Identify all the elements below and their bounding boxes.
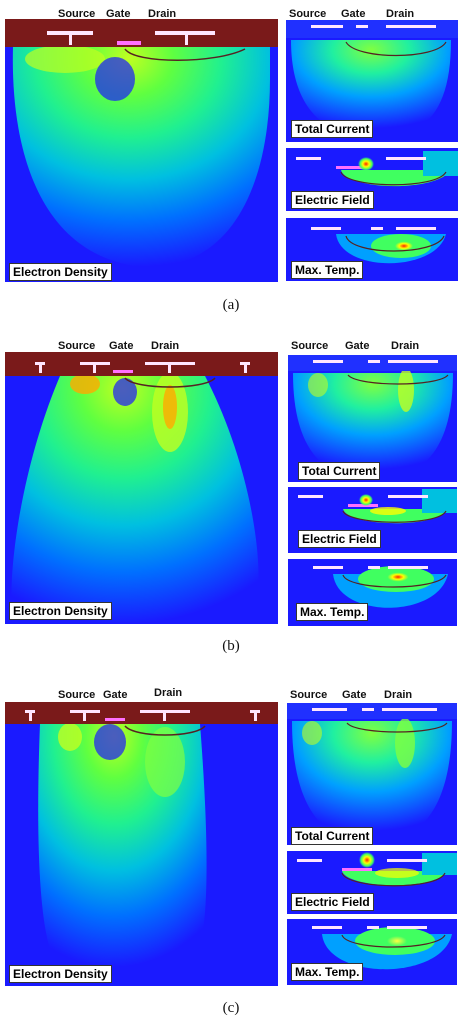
electron-density-panel-b: Electron Density [5,352,278,624]
electron-density-tag-a: Electron Density [9,263,112,281]
max-temp-panel-c: Max. Temp. [287,919,457,985]
drain-label-a: Drain [148,8,177,20]
caption-c: (c) [222,1000,240,1016]
drain-label-b-right: Drain [391,340,420,352]
gate-label-a: Gate [106,8,131,20]
electric-field-tag-c: Electric Field [291,893,374,911]
electric-field-panel-b: Electric Field [288,487,457,553]
electron-density-tag-b: Electron Density [9,602,112,620]
electric-field-tag-a: Electric Field [291,191,374,209]
max-temp-panel-a: Max. Temp. [286,218,458,281]
drain-label-a-right: Drain [386,8,415,20]
caption-b: (b) [222,638,240,654]
source-label-b: Source [58,340,96,352]
total-current-panel-b: Total Current [288,355,457,482]
electric-field-tag-b: Electric Field [298,530,381,548]
total-current-panel-a: Total Current [286,20,458,142]
gate-label-c: Gate [103,689,128,701]
drain-label-c: Drain [154,687,183,699]
max-temp-tag-c: Max. Temp. [291,963,364,981]
drain-label-c-right: Drain [384,689,413,701]
gate-label-b: Gate [109,340,134,352]
total-current-tag-c: Total Current [291,827,374,845]
source-label-a-right: Source [289,8,327,20]
total-current-tag-b: Total Current [298,462,381,480]
drain-label-b: Drain [151,340,180,352]
electron-density-panel-a: Electron Density [5,19,278,282]
caption-a: (a) [222,297,240,313]
electron-density-panel-c: Electron Density [5,702,278,986]
source-label-c-right: Source [290,689,328,701]
max-temp-panel-b: Max. Temp. [288,559,457,626]
total-current-panel-c: Total Current [287,703,457,845]
electric-field-panel-a: Electric Field [286,148,458,211]
gate-label-c-right: Gate [342,689,367,701]
max-temp-tag-b: Max. Temp. [296,603,369,621]
gate-label-a-right: Gate [341,8,366,20]
electron-density-tag-c: Electron Density [9,965,112,983]
max-temp-tag-a: Max. Temp. [291,261,364,279]
gate-label-b-right: Gate [345,340,370,352]
source-label-b-right: Source [291,340,329,352]
electric-field-panel-c: Electric Field [287,851,457,914]
source-label-c: Source [58,689,96,701]
total-current-tag-a: Total Current [291,120,374,138]
source-label-a: Source [58,8,96,20]
